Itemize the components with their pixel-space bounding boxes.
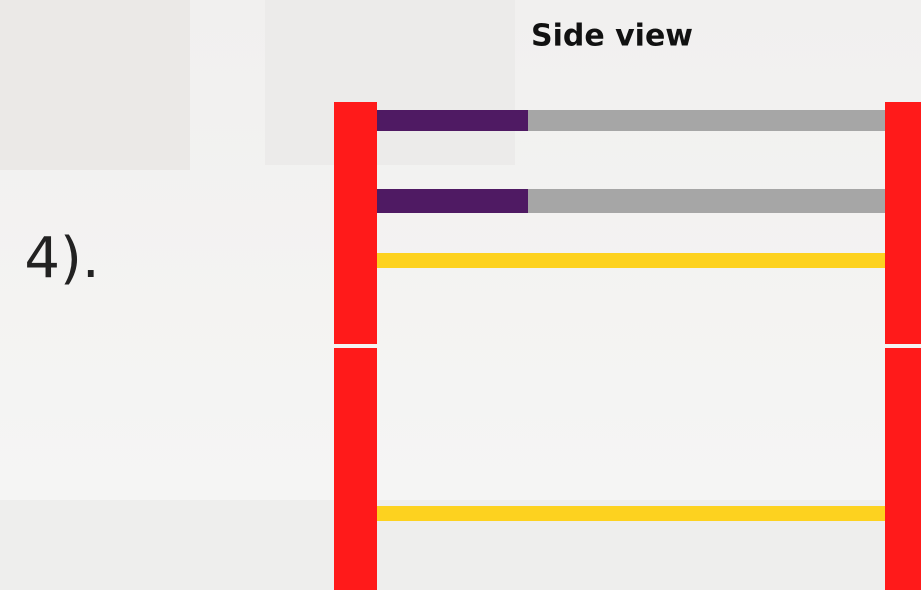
grey-bar	[528, 189, 886, 213]
right-post-lower	[885, 348, 921, 590]
yellow-bar	[376, 506, 886, 521]
background-frame	[265, 0, 515, 165]
purple-bar	[376, 110, 528, 131]
background-frame	[0, 0, 190, 170]
left-post-lower	[334, 348, 377, 590]
right-post-upper	[885, 102, 921, 344]
yellow-bar	[376, 253, 886, 268]
grey-bar	[528, 110, 886, 131]
purple-bar	[376, 189, 528, 213]
title: Side view	[531, 19, 693, 54]
left-post-upper	[334, 102, 377, 344]
step-label: 4).	[24, 226, 99, 291]
